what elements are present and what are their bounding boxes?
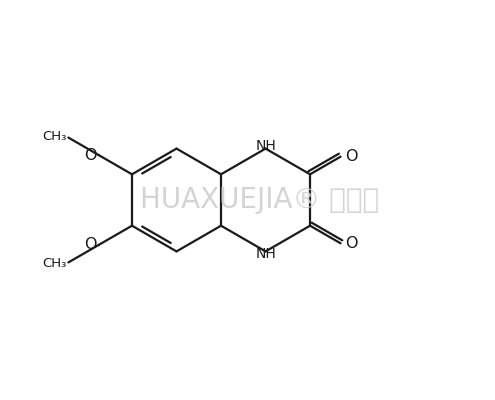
Text: O: O	[345, 236, 357, 251]
Text: O: O	[345, 149, 357, 164]
Text: NH: NH	[255, 247, 276, 261]
Text: HUAXUEJIA® 化学加: HUAXUEJIA® 化学加	[140, 186, 379, 214]
Text: O: O	[84, 237, 97, 252]
Text: O: O	[84, 148, 97, 163]
Text: CH₃: CH₃	[43, 257, 67, 270]
Text: CH₃: CH₃	[43, 130, 67, 143]
Text: NH: NH	[255, 139, 276, 153]
